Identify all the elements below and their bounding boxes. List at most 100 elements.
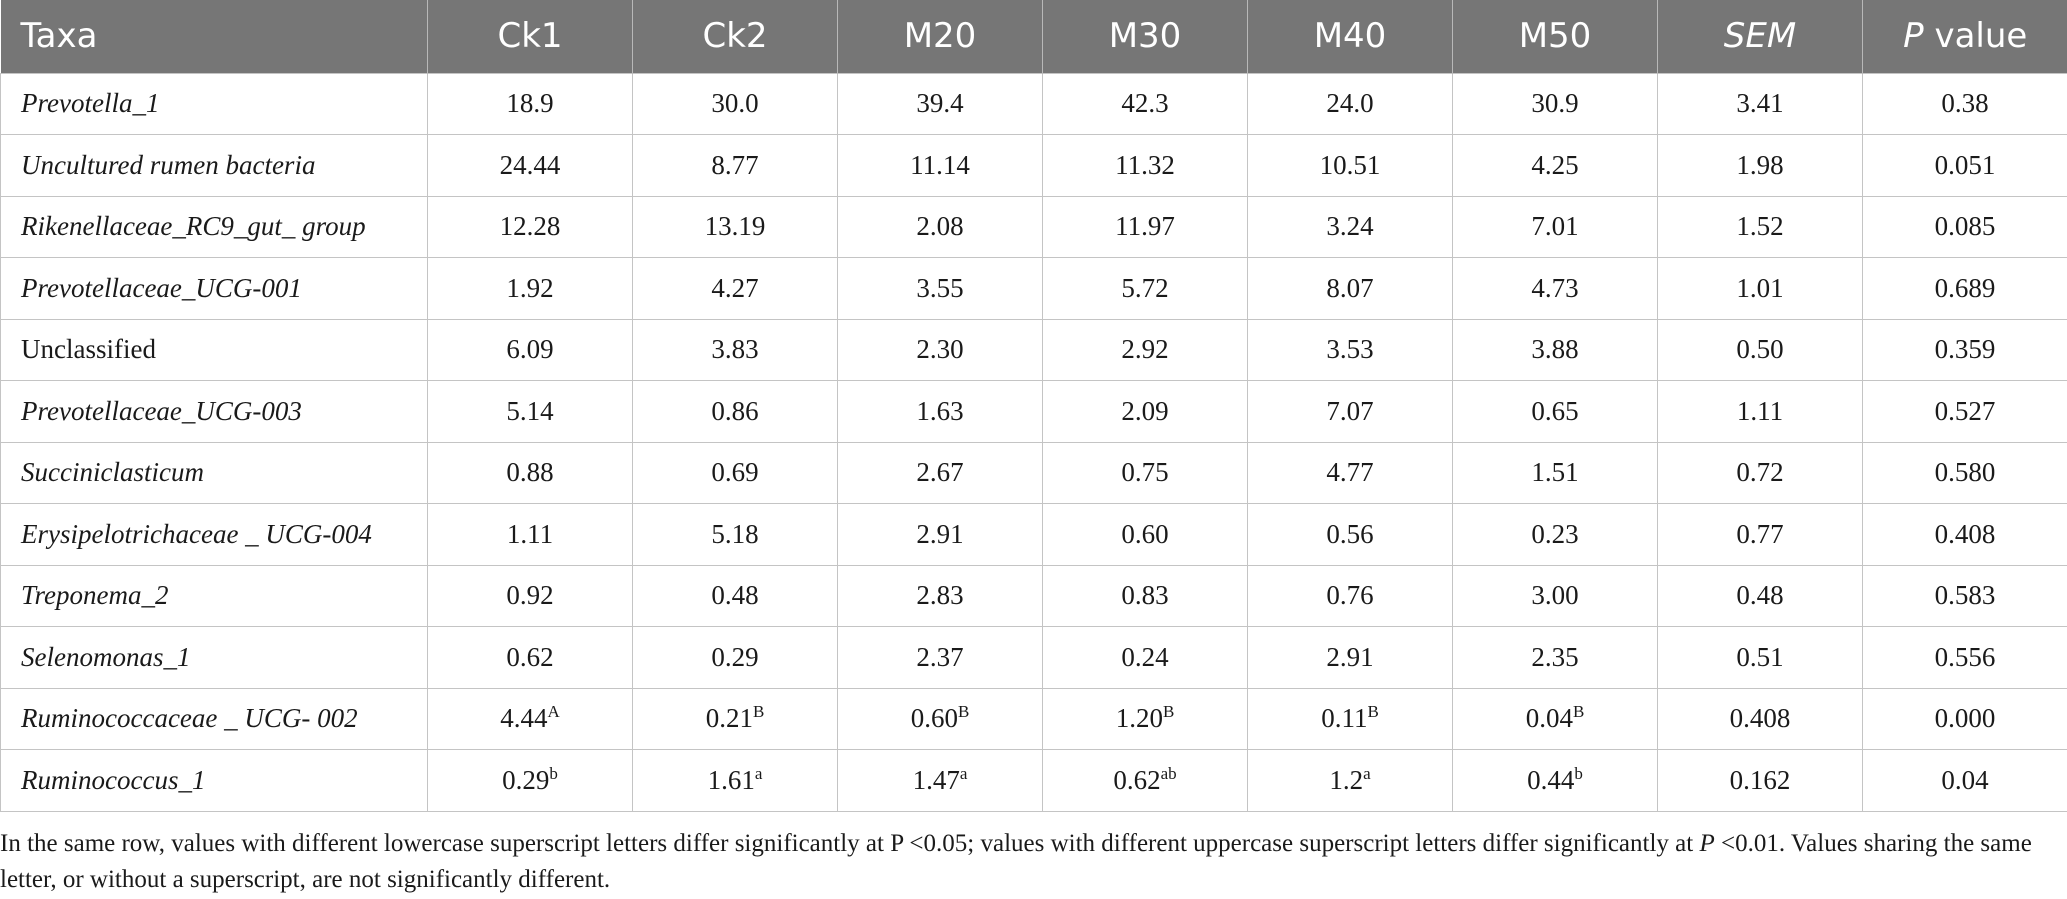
value-cell: 0.04	[1862, 749, 2067, 812]
value-cell: 2.09	[1042, 380, 1248, 443]
value-cell: 0.29	[632, 626, 838, 689]
column-header-5: M40	[1247, 0, 1453, 73]
cell-value: 0.359	[1934, 334, 1996, 365]
cell-value: 11.14	[910, 149, 970, 180]
value-cell: 7.01	[1452, 195, 1658, 258]
value-cell: 2.91	[837, 503, 1043, 566]
value-cell: 42.3	[1042, 72, 1248, 135]
value-cell: 1.01	[1657, 257, 1863, 320]
table-row: Treponema_2 0.92 0.48 2.83 0.83 0.76 3.00 0.48 0…	[0, 564, 2067, 627]
column-header-4: M30	[1042, 0, 1248, 73]
value-cell: 0.65	[1452, 380, 1658, 443]
taxon-cell: Prevotellaceae_UCG-003	[0, 380, 428, 443]
value-cell: 0.56	[1247, 503, 1453, 566]
significance-superscript: A	[547, 702, 560, 722]
value-cell: 0.556	[1862, 626, 2067, 689]
value-cell: 0.408	[1657, 687, 1863, 750]
cell-value: 0.48	[1736, 580, 1784, 611]
value-cell: 0.92	[427, 564, 633, 627]
value-cell: 1.47a	[837, 749, 1043, 812]
value-cell: 0.60B	[837, 687, 1043, 750]
cell-value: 0.60	[1121, 518, 1169, 549]
value-cell: 0.051	[1862, 134, 2067, 197]
value-cell: 0.21B	[632, 687, 838, 750]
taxa-abundance-table: Taxa Ck1 Ck2 M20 M30 M40 M50 SEM P value Prevote…	[0, 0, 2067, 812]
column-header-label: Ck2	[702, 16, 768, 57]
cell-value: 3.53	[1326, 334, 1374, 365]
cell-value: 7.07	[1326, 395, 1374, 426]
cell-value: 2.37	[916, 641, 964, 672]
taxon-cell: Selenomonas_1	[0, 626, 428, 689]
value-cell: 2.35	[1452, 626, 1658, 689]
value-cell: 1.63	[837, 380, 1043, 443]
significance-superscript: a	[1363, 763, 1371, 783]
value-cell: 1.51	[1452, 441, 1658, 504]
value-cell: 11.32	[1042, 134, 1248, 197]
cell-value: 3.88	[1531, 334, 1579, 365]
column-header-label: P	[1903, 16, 1924, 57]
cell-value: 0.50	[1736, 334, 1784, 365]
value-cell: 0.44b	[1452, 749, 1658, 812]
value-cell: 4.25	[1452, 134, 1658, 197]
value-cell: 0.580	[1862, 441, 2067, 504]
table-row: Selenomonas_1 0.62 0.29 2.37 0.24 2.91 2.35 0.5…	[0, 626, 2067, 689]
cell-value: 5.72	[1121, 272, 1169, 303]
value-cell: 4.27	[632, 257, 838, 320]
taxon-cell: Uncultured rumen bacteria	[0, 134, 428, 197]
cell-value: 2.67	[916, 457, 964, 488]
cell-value: 0.44	[1527, 764, 1575, 795]
cell-value: 0.000	[1934, 703, 1996, 734]
cell-value: 1.52	[1736, 211, 1784, 242]
cell-value: 0.51	[1736, 641, 1784, 672]
value-cell: 12.28	[427, 195, 633, 258]
taxon-cell: Prevotellaceae_UCG-001	[0, 257, 428, 320]
taxon-cell: Prevotella_1	[0, 72, 428, 135]
cell-value: 0.408	[1934, 518, 1996, 549]
value-cell: 1.2a	[1247, 749, 1453, 812]
taxon-cell: Ruminococcaceae _ UCG- 002	[0, 687, 428, 750]
cell-value: 7.01	[1531, 211, 1579, 242]
cell-value: 1.51	[1531, 457, 1579, 488]
cell-value: 6.09	[506, 334, 554, 365]
table-row: Succiniclasticum 0.88 0.69 2.67 0.75 4.77 1.51…	[0, 441, 2067, 504]
cell-value: 0.65	[1531, 395, 1579, 426]
value-cell: 0.62ab	[1042, 749, 1248, 812]
cell-value: 0.408	[1729, 703, 1791, 734]
value-cell: 0.583	[1862, 564, 2067, 627]
value-cell: 3.88	[1452, 318, 1658, 381]
table-row: Ruminococcaceae _ UCG- 002 4.44A 0.21B 0.60…	[0, 687, 2067, 750]
significance-superscript: a	[754, 763, 763, 783]
value-cell: 30.9	[1452, 72, 1658, 135]
value-cell: 1.98	[1657, 134, 1863, 197]
table-row: Erysipelotrichaceae _ UCG-004 1.11 5.18 2.9…	[0, 503, 2067, 566]
cell-value: 12.28	[499, 211, 561, 242]
cell-value: 42.3	[1121, 88, 1169, 119]
value-cell: 2.37	[837, 626, 1043, 689]
cell-value: 1.2	[1329, 764, 1364, 795]
cell-value: 0.88	[506, 457, 554, 488]
value-cell: 24.0	[1247, 72, 1453, 135]
cell-value: 1.20	[1115, 703, 1163, 734]
cell-value: 0.83	[1121, 580, 1169, 611]
value-cell: 7.07	[1247, 380, 1453, 443]
cell-value: 0.29	[711, 641, 759, 672]
cell-value: 30.9	[1531, 88, 1579, 119]
cell-value: 0.38	[1941, 88, 1989, 119]
cell-value: 0.92	[506, 580, 554, 611]
cell-value: 0.77	[1736, 518, 1784, 549]
cell-value: 0.04	[1941, 764, 1989, 795]
column-header-7: SEM	[1657, 0, 1863, 73]
taxon-cell: Erysipelotrichaceae _ UCG-004	[0, 503, 428, 566]
value-cell: 0.11B	[1247, 687, 1453, 750]
cell-value: 18.9	[506, 88, 554, 119]
footnote-text-2: <0.01. Values sharing the same letter, o…	[0, 829, 2032, 893]
cell-value: 2.08	[916, 211, 964, 242]
taxon-cell: Treponema_2	[0, 564, 428, 627]
cell-value: 4.73	[1531, 272, 1579, 303]
cell-value: 2.35	[1531, 641, 1579, 672]
cell-value: 11.32	[1115, 149, 1175, 180]
column-header-1: Ck1	[427, 0, 633, 73]
significance-superscript: B	[1367, 702, 1379, 722]
value-cell: 0.48	[632, 564, 838, 627]
value-cell: 0.77	[1657, 503, 1863, 566]
